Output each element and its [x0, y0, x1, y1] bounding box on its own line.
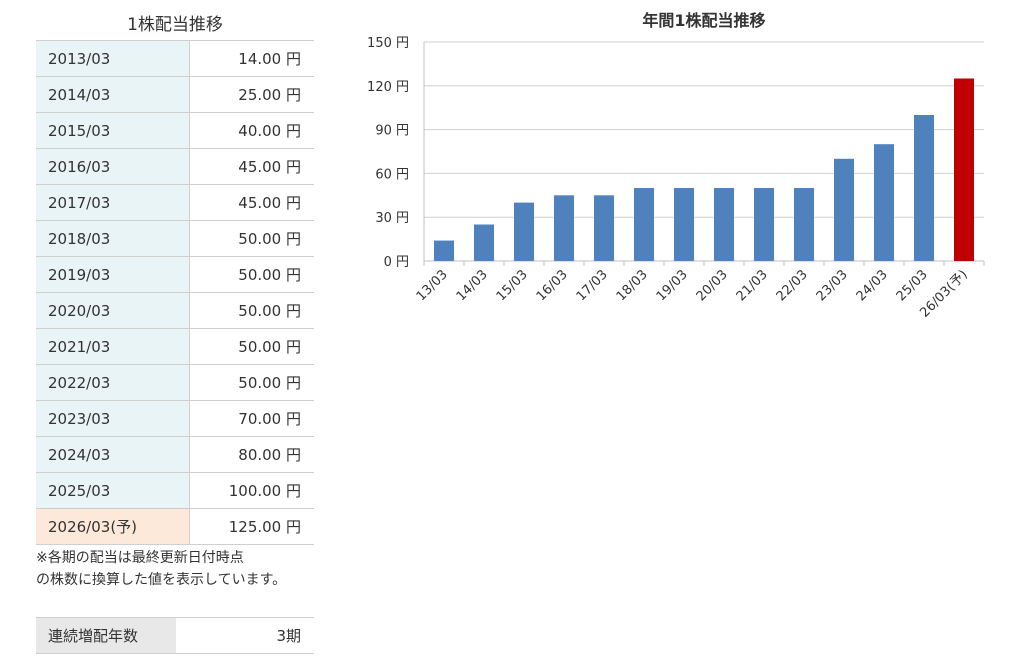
y-tick-label: 60 円	[375, 167, 409, 182]
bar	[554, 195, 574, 261]
period-cell: 2023/03	[36, 400, 190, 437]
dividend-cell: 25.00 円	[189, 76, 314, 113]
table-row: 2025/03 100.00 円	[36, 472, 314, 509]
bar	[874, 144, 894, 261]
table-row: 2015/03 40.00 円	[36, 112, 314, 149]
period-cell: 2017/03	[36, 184, 190, 221]
period-cell: 2020/03	[36, 292, 190, 329]
x-tick-label: 24/03	[854, 267, 891, 304]
bar	[474, 224, 494, 261]
bar	[714, 188, 734, 261]
x-tick-label: 13/03	[414, 267, 451, 304]
streak-table: 連続増配年数 3期	[36, 617, 314, 654]
period-cell: 2019/03	[36, 256, 190, 293]
dividend-cell: 50.00 円	[189, 220, 314, 257]
table-row: 2013/03 14.00 円	[36, 40, 314, 77]
period-cell: 2026/03(予)	[36, 508, 190, 545]
y-tick-label: 150 円	[367, 36, 409, 51]
table-title: 1株配当推移	[127, 15, 223, 35]
dividend-cell: 14.00 円	[189, 40, 314, 77]
x-tick-label: 15/03	[494, 267, 531, 304]
table-row: 2019/03 50.00 円	[36, 256, 314, 293]
dividend-cell: 50.00 円	[189, 256, 314, 293]
dividend-cell: 50.00 円	[189, 328, 314, 365]
x-tick-label: 23/03	[814, 267, 851, 304]
table-row: 2020/03 50.00 円	[36, 292, 314, 329]
bar	[794, 188, 814, 261]
dividend-cell: 40.00 円	[189, 112, 314, 149]
y-tick-label: 120 円	[367, 80, 409, 95]
dividend-cell: 125.00 円	[189, 508, 314, 545]
bar	[514, 202, 534, 261]
period-cell: 2013/03	[36, 40, 190, 77]
dividend-cell: 50.00 円	[189, 364, 314, 401]
note: ※各期の配当は最終更新日付時点 の株数に換算した値を表示しています。	[36, 547, 314, 591]
bar	[674, 188, 694, 261]
dividend-chart: 年間1株配当推移 0 円 30 円 60 円 90 円 120 円 150 円 13/03 14…	[350, 0, 1000, 340]
note-line-1: ※各期の配当は最終更新日付時点	[36, 550, 244, 566]
table-row: 2021/03 50.00 円	[36, 328, 314, 365]
table-row: 2022/03 50.00 円	[36, 364, 314, 401]
streak-row: 連続増配年数 3期	[36, 617, 314, 654]
note-line-2: の株数に換算した値を表示しています。	[36, 572, 287, 588]
chart-title: 年間1株配当推移	[642, 11, 765, 30]
period-cell: 2018/03	[36, 220, 190, 257]
bar	[834, 158, 854, 261]
x-tick-label: 18/03	[614, 267, 651, 304]
period-cell: 2024/03	[36, 436, 190, 473]
x-tick-label: 14/03	[454, 267, 491, 304]
streak-value: 3期	[176, 617, 314, 654]
period-cell: 2014/03	[36, 76, 190, 113]
bar	[434, 240, 454, 261]
x-tick-label: 17/03	[574, 267, 611, 304]
x-tick-label: 25/03	[894, 267, 931, 304]
table-row: 2017/03 45.00 円	[36, 184, 314, 221]
table-row: 2014/03 25.00 円	[36, 76, 314, 113]
bar	[954, 78, 974, 261]
bar	[594, 195, 614, 261]
table-row: 2023/03 70.00 円	[36, 400, 314, 437]
y-tick-label: 0 円	[384, 255, 409, 270]
period-cell: 2015/03	[36, 112, 190, 149]
dividend-table-panel: 1株配当推移 2013/03 14.00 円 2014/03 25.00 円 2015/…	[36, 0, 314, 654]
period-cell: 2021/03	[36, 328, 190, 365]
table-row: 2016/03 45.00 円	[36, 148, 314, 185]
bar	[754, 188, 774, 261]
period-cell: 2025/03	[36, 472, 190, 509]
x-tick-label: 16/03	[534, 267, 571, 304]
table-row: 2026/03(予) 125.00 円	[36, 508, 314, 545]
dividend-cell: 45.00 円	[189, 184, 314, 221]
dividend-cell: 70.00 円	[189, 400, 314, 437]
table-row: 2018/03 50.00 円	[36, 220, 314, 257]
dividend-cell: 100.00 円	[189, 472, 314, 509]
y-tick-label: 30 円	[375, 211, 409, 226]
streak-label: 連続増配年数	[36, 617, 176, 654]
table-row: 2024/03 80.00 円	[36, 436, 314, 473]
dividend-cell: 45.00 円	[189, 148, 314, 185]
bar	[914, 115, 934, 261]
period-cell: 2016/03	[36, 148, 190, 185]
x-tick-label: 19/03	[654, 267, 691, 304]
x-tick-label: 21/03	[734, 267, 771, 304]
y-tick-label: 90 円	[375, 124, 409, 139]
period-cell: 2022/03	[36, 364, 190, 401]
dividend-cell: 50.00 円	[189, 292, 314, 329]
dividend-table: 2013/03 14.00 円 2014/03 25.00 円 2015/03 40.00…	[36, 40, 314, 545]
x-tick-label: 22/03	[774, 267, 811, 304]
bar	[634, 188, 654, 261]
dividend-cell: 80.00 円	[189, 436, 314, 473]
chart-svg: 年間1株配当推移 0 円 30 円 60 円 90 円 120 円 150 円 13/03 14…	[367, 11, 985, 321]
x-tick-label: 20/03	[694, 267, 731, 304]
